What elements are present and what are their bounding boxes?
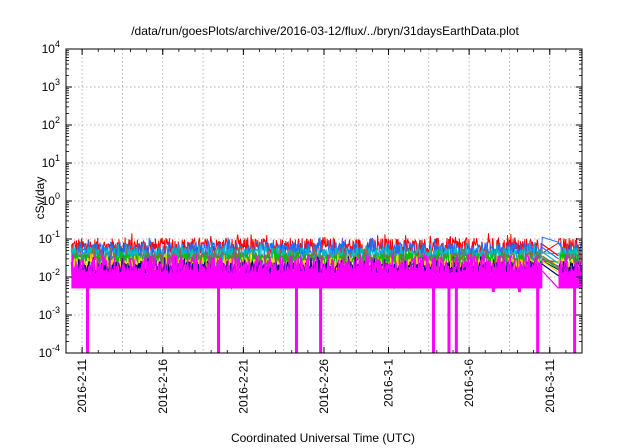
y-tick-label: 100 [42,191,60,208]
series-dip [294,285,298,353]
series-dip [432,285,436,353]
series-dip [491,285,495,293]
gap-connector [542,251,559,264]
series-dip [217,285,221,353]
gap-connector [542,255,559,268]
y-axis-label: cSv/day [33,177,47,220]
x-tick-label: 2016-2-26 [317,359,331,414]
gap-connector [542,243,559,257]
y-tick-label: 10-1 [39,229,60,246]
axis-ticks [66,48,582,354]
y-tick-label: 10-3 [39,305,60,322]
series-dip [319,285,323,353]
y-tick-label: 10-2 [39,267,60,284]
gap-connector [542,246,559,260]
y-tick-label: 103 [42,77,60,94]
x-tick-labels: 2016-2-11 2016-2-16 2016-2-21 2016-2-26 2016… [75,359,557,414]
grid [66,49,582,353]
x-tick-label: 2016-2-21 [236,359,250,414]
x-tick-label: 2016-2-11 [75,359,89,413]
x-tick-label: 2016-2-16 [156,359,170,414]
x-tick-label: 2016-3-1 [382,359,396,407]
series-dip [573,285,577,353]
gap-connector [542,263,559,277]
y-tick-label: 102 [42,115,60,132]
gap-connector [541,270,559,289]
y-tick-labels: 10-4 10-3 10-2 10-1 100 101 102 103 104 [39,39,60,360]
data-series [70,233,582,353]
series-line [70,252,582,291]
x-axis-label: Coordinated Universal Time (UTC) [231,431,415,445]
x-tick-label: 2016-3-11 [543,359,557,413]
y-tick-label: 104 [42,39,60,56]
series-dip [454,285,458,353]
series-dip [536,285,540,353]
series-dip [518,285,522,293]
y-tick-label: 10-4 [39,343,60,360]
gap-connector [542,257,559,270]
chart-title: /data/run/goesPlots/archive/2016-03-12/f… [131,24,519,38]
series-dip [86,285,89,353]
y-tick-label: 101 [42,153,60,170]
x-tick-label: 2016-3-6 [462,359,476,407]
series-dip [447,285,451,353]
gap-connector [542,260,559,273]
